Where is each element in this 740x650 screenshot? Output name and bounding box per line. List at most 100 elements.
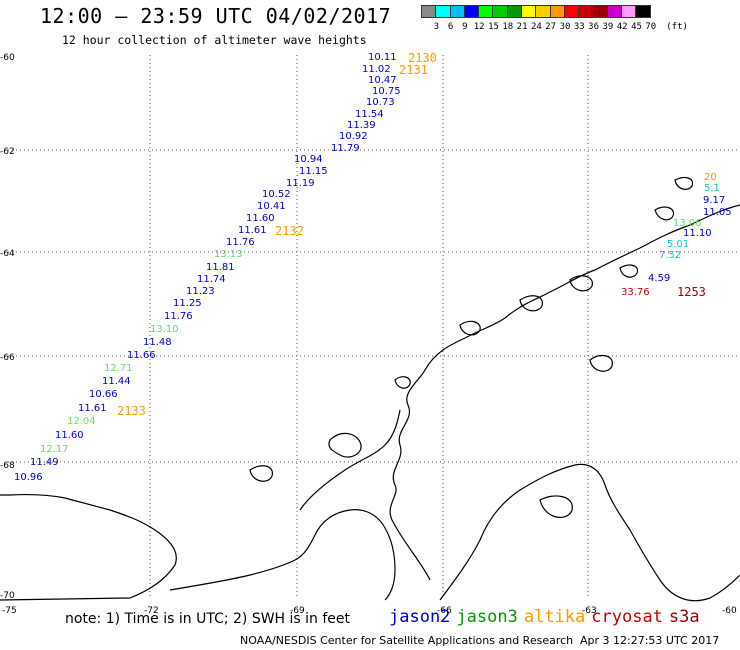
wave-height-label: 11.02 [362,64,391,75]
wave-height-label: 11.49 [30,457,59,468]
color-scale-label: 9 [462,22,468,32]
island-1 [328,432,362,458]
coastline-inner [439,463,740,602]
axis-labels: -60 -62 -64 -66 -68 -70 -75 -72 -69 -66 -63 -60 [0,53,737,616]
wave-height-label: 11.44 [102,376,131,387]
color-scale-label: 24 [530,22,542,32]
latitude-label: -68 [0,461,15,471]
wave-height-label: 11.76 [226,237,255,248]
wave-height-label: 11.39 [347,120,376,131]
pass-time-label: 2133 [117,404,146,418]
longitude-label: -66 [437,606,452,616]
color-scale-cell [635,5,651,18]
wave-height-label: 11.76 [164,311,193,322]
wave-height-label: 4.59 [648,273,670,284]
latitude-label: -70 [0,591,15,601]
island-6 [654,206,675,221]
generated-timestamp: Apr 3 12:27:53 UTC 2017 [580,634,720,647]
coastline [0,176,740,602]
longitude-label: -69 [290,606,305,616]
wave-height-label: 10.47 [368,75,397,86]
color-scale-label: 18 [502,22,514,32]
wave-height-label: 5.1 [704,183,720,194]
color-scale-label: 39 [602,22,614,32]
island-2 [459,320,481,336]
wave-height-label: 10.75 [372,86,401,97]
color-scale-label: 30 [559,22,571,32]
page-title: 12:00 — 23:59 UTC 04/02/2017 [40,4,392,28]
wave-height-label: 10.92 [339,131,368,142]
credit-text: NOAA/NESDIS Center for Satellite Applica… [240,634,574,647]
latitude-label: -64 [0,249,15,259]
wave-height-label: 10.66 [89,389,118,400]
wave-height-label: 11.60 [246,213,275,224]
legend-item-jason3: jason3 [456,607,518,627]
wave-height-label: 13.06 [673,218,702,229]
wave-height-label: 11.60 [55,430,84,441]
legend-item-altika: altika [523,607,586,627]
legend-item-s3a: s3a [668,607,700,627]
pass-time-label: 1253 [677,285,706,299]
satellite-legend: jason2 jason3 altika cryosat s3a [389,607,706,627]
wave-height-label: 10.73 [366,97,395,108]
color-scale-label: 36 [588,22,600,32]
island-3 [519,295,544,312]
wave-height-label: 11.66 [127,350,156,361]
wave-height-label: 13.10 [150,324,179,335]
wave-height-label: 11.54 [355,109,384,120]
wave-height-label: 11.23 [186,286,215,297]
wave-height-label: 11.79 [331,143,360,154]
wave-height-label: 5.01 [667,239,689,250]
color-scale-label: 12 [473,22,485,32]
pass-time-label: 2132 [275,224,304,238]
color-scale-label: 45 [631,22,642,32]
wave-height-label: 10.11 [368,52,397,63]
color-scale-label: 42 [616,22,628,32]
pass-time-label: 2130 [408,51,437,65]
island-8 [589,354,613,372]
wave-height-label: 11.25 [173,298,202,309]
island-5 [619,264,639,278]
coastline-bay [169,509,396,601]
color-scale-labels: 3 6 9 12 15 18 21 24 27 30 33 36 39 42 45 70 (ft) [422,22,740,34]
wave-height-label: 7.52 [659,250,681,261]
legend-item-cryosat: cryosat [591,607,663,627]
latitude-label: -62 [0,147,15,157]
wave-height-label: 11.48 [143,337,172,348]
coastline-ice-shelf [0,494,177,601]
island-10 [249,465,274,482]
wave-height-label: 20 [704,172,717,183]
island-9 [539,495,573,518]
wave-height-label: 11.61 [78,403,107,414]
color-scale-label: 21 [516,22,528,32]
latitude-label: -60 [0,53,15,63]
wave-height-label: 12.71 [104,363,133,374]
wave-height-label: 10.52 [262,189,291,200]
wave-height-label: 33.76 [621,287,650,298]
wave-height-label: 11.61 [238,225,267,236]
wave-height-label: 11.81 [206,262,235,273]
island-11 [394,376,411,389]
longitude-label: -75 [2,606,17,616]
wave-height-label: 11.15 [299,166,328,177]
color-scale-label: 27 [545,22,557,32]
color-scale-bar [421,5,651,18]
longitude-label: -63 [582,606,597,616]
wave-height-label: 13.13 [214,249,243,260]
legend-item-jason2: jason2 [389,607,451,627]
wave-height-label: 12.17 [40,444,69,455]
longitude-label: -60 [722,606,737,616]
wave-height-label: 11.10 [683,228,712,239]
wave-height-label: 10.96 [14,472,43,483]
pass-time-label: 2131 [399,63,428,77]
map-grid [8,55,738,598]
wave-height-label: 11.74 [197,274,226,285]
latitude-label: -66 [0,353,15,363]
color-scale-label: 6 [447,22,454,32]
color-scale-label: 70 [645,22,657,32]
island-7 [674,176,694,190]
wave-height-label: 9.17 [703,195,725,206]
coastline-north [299,409,401,511]
coastline-peninsula [389,204,740,581]
